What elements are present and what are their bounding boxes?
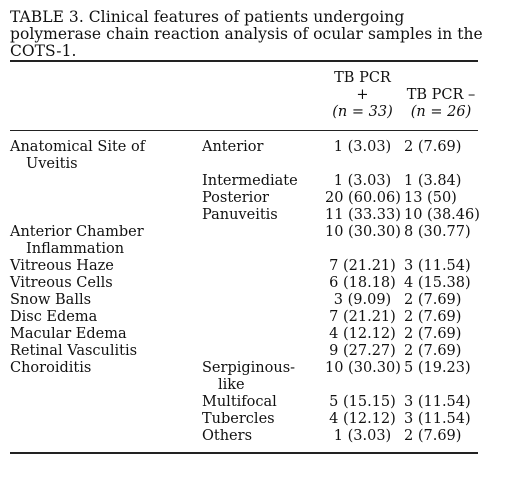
cell-tb-pcr-positive: 1 (3.03) <box>333 173 392 189</box>
subcategory-label: Panuveitis <box>202 207 278 223</box>
subcategory-label: Tubercles <box>202 411 275 427</box>
cell-tb-pcr-positive: 7 (21.21) <box>329 309 396 325</box>
header-pos-line1: TB PCR <box>334 70 391 86</box>
cell-tb-pcr-negative: 2 (7.69) <box>404 309 462 325</box>
cell-tb-pcr-positive: 5 (15.15) <box>329 394 396 410</box>
cell-tb-pcr-negative: 3 (11.54) <box>404 394 471 410</box>
subcategory-label: Anterior <box>202 139 264 155</box>
subcategory-label: Intermediate <box>202 173 298 189</box>
header-neg-n: (n = 26) <box>410 104 472 120</box>
subcategory-label: Serpiginous- <box>202 360 296 376</box>
cell-tb-pcr-negative: 2 (7.69) <box>404 343 462 359</box>
cell-tb-pcr-positive: 9 (27.27) <box>329 343 396 359</box>
cell-tb-pcr-negative: 3 (11.54) <box>404 411 471 427</box>
feature-label: Snow Balls <box>10 292 92 308</box>
subcategory-label: Posterior <box>202 190 269 206</box>
cell-tb-pcr-positive: 3 (9.09) <box>333 292 392 308</box>
cell-tb-pcr-positive: 11 (33.33) <box>325 207 401 223</box>
cell-tb-pcr-positive: 1 (3.03) <box>333 139 392 155</box>
cell-tb-pcr-positive: 20 (60.06) <box>325 190 401 206</box>
table-caption: TABLE 3. Clinical features of patients u… <box>10 8 483 60</box>
cell-tb-pcr-negative: 3 (11.54) <box>404 258 471 274</box>
header-pos-line2: + <box>356 87 369 103</box>
cell-tb-pcr-negative: 1 (3.84) <box>404 173 462 189</box>
top-rule <box>10 60 478 62</box>
cell-tb-pcr-negative: 13 (50) <box>404 190 457 206</box>
cell-tb-pcr-negative: 10 (38.46) <box>404 207 480 223</box>
feature-label: Retinal Vasculitis <box>10 343 138 359</box>
feature-label: Vitreous Haze <box>10 258 114 274</box>
feature-label: Vitreous Cells <box>10 275 113 291</box>
cell-tb-pcr-negative: 2 (7.69) <box>404 428 462 444</box>
cell-tb-pcr-negative: 2 (7.69) <box>404 139 462 155</box>
feature-label: Disc Edema <box>10 309 98 325</box>
cell-tb-pcr-positive: 7 (21.21) <box>329 258 396 274</box>
feature-label: Anterior Chamber <box>10 224 144 240</box>
feature-label-cont: Uveitis <box>26 156 78 172</box>
cell-tb-pcr-negative: 5 (19.23) <box>404 360 471 376</box>
header-tb-pcr-positive: TB PCR + (n = 33) <box>325 70 400 121</box>
subcategory-label-cont: like <box>218 377 245 393</box>
cell-tb-pcr-positive: 10 (30.30) <box>325 224 401 240</box>
cell-tb-pcr-positive: 10 (30.30) <box>325 360 401 376</box>
bottom-rule <box>10 452 478 454</box>
subcategory-label: Others <box>202 428 253 444</box>
cell-tb-pcr-positive: 4 (12.12) <box>329 411 396 427</box>
cell-tb-pcr-negative: 4 (15.38) <box>404 275 471 291</box>
header-rule <box>10 130 478 131</box>
header-neg-line1: TB PCR – <box>406 87 476 103</box>
feature-label: Anatomical Site of <box>10 139 146 155</box>
feature-label-cont: Inflammation <box>26 241 125 257</box>
subcategory-label: Multifocal <box>202 394 277 410</box>
header-tb-pcr-negative: TB PCR – (n = 26) <box>400 87 482 121</box>
header-pos-n: (n = 33) <box>332 104 393 120</box>
cell-tb-pcr-positive: 1 (3.03) <box>333 428 392 444</box>
cell-tb-pcr-negative: 2 (7.69) <box>404 326 462 342</box>
cell-tb-pcr-positive: 4 (12.12) <box>329 326 396 342</box>
cell-tb-pcr-positive: 6 (18.18) <box>329 275 396 291</box>
feature-label: Macular Edema <box>10 326 127 342</box>
cell-tb-pcr-negative: 2 (7.69) <box>404 292 462 308</box>
cell-tb-pcr-negative: 8 (30.77) <box>404 224 471 240</box>
feature-label: Choroiditis <box>10 360 92 376</box>
